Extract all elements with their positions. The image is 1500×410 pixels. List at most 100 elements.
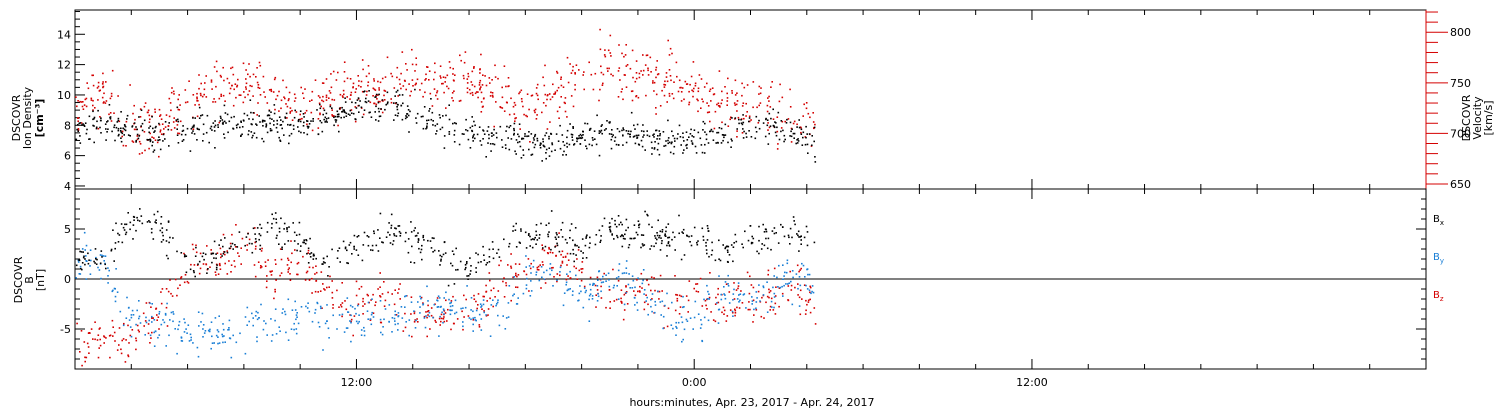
by-series-point <box>108 269 110 272</box>
density-series-point <box>559 147 562 150</box>
by-series-point <box>472 317 474 319</box>
bz-series-point <box>105 337 107 339</box>
by-series-point <box>437 306 440 308</box>
bz-series-point <box>748 292 751 295</box>
bx-series-point <box>79 250 81 253</box>
density-series-point <box>336 110 339 113</box>
density-series-point <box>415 117 417 119</box>
density-series-point <box>608 133 611 135</box>
bz-series-point <box>165 288 168 290</box>
velocity-series-point <box>211 88 213 90</box>
density-series-point <box>247 133 250 136</box>
bx-series-point <box>742 246 744 249</box>
density-series-point <box>255 136 258 139</box>
density-series-point <box>117 119 120 122</box>
density-series-point <box>627 130 630 132</box>
density-series-point <box>600 129 603 132</box>
bx-series-point <box>133 219 135 221</box>
velocity-series-point <box>231 66 234 69</box>
by-series-point <box>718 275 720 277</box>
bx-series-point <box>152 238 155 240</box>
bx-series-point <box>286 227 288 229</box>
bx-series-point <box>616 236 619 239</box>
velocity-series-point <box>776 130 779 133</box>
bx-series-point <box>644 210 646 213</box>
by-series-point <box>782 278 784 280</box>
velocity-series-point <box>650 71 652 73</box>
density-series-point <box>520 157 523 159</box>
by-series-point <box>738 301 740 303</box>
density-series-point <box>122 127 124 130</box>
by-series-point <box>274 308 277 310</box>
by-series-point <box>128 306 130 309</box>
velocity-series-point <box>602 82 604 85</box>
by-series-point <box>783 284 785 287</box>
bz-series-point <box>753 314 755 316</box>
velocity-series-point <box>108 113 110 116</box>
bz-series-point <box>226 273 229 275</box>
right-y-tick-label: 800 <box>1450 26 1471 39</box>
by-series-point <box>89 273 92 275</box>
density-series-point <box>343 116 345 119</box>
density-series-point <box>572 127 574 129</box>
bx-series-point <box>642 234 645 236</box>
bz-series-point <box>714 320 717 323</box>
bx-series-point <box>258 233 261 235</box>
velocity-series-point <box>551 96 554 98</box>
bz-series-point <box>581 271 583 274</box>
density-series-point <box>652 134 654 136</box>
velocity-series-point <box>629 67 632 70</box>
density-series-point <box>724 123 727 126</box>
by-series-point <box>556 279 558 281</box>
bx-series-point <box>477 261 480 264</box>
bz-series-point <box>336 289 338 292</box>
velocity-series-point <box>275 98 277 101</box>
bz-series-point <box>589 276 592 279</box>
density-series-point <box>642 136 644 138</box>
bz-series-point <box>580 279 583 282</box>
velocity-series-point <box>640 70 642 72</box>
density-series-point <box>319 107 322 110</box>
bx-series-point <box>222 245 224 248</box>
velocity-series-point <box>497 77 499 80</box>
by-series-point <box>295 328 298 330</box>
bz-series-point <box>151 317 153 319</box>
bz-series-point <box>798 270 800 273</box>
by-series-point <box>405 321 407 323</box>
bx-series-point <box>615 225 618 228</box>
density-series-point <box>236 126 238 129</box>
density-series-point <box>324 116 327 119</box>
velocity-series-point <box>669 75 672 77</box>
density-series-point <box>545 132 548 134</box>
density-series-point <box>191 126 194 129</box>
bz-series-point <box>374 304 376 307</box>
density-series-point <box>657 135 659 137</box>
velocity-series-point <box>220 76 222 78</box>
density-series-point <box>192 117 194 119</box>
by-series-point <box>792 276 794 279</box>
bx-series-point <box>395 227 397 230</box>
bz-series-point <box>254 248 257 250</box>
bz-series-point <box>594 284 597 287</box>
bx-series-point <box>83 255 85 258</box>
density-series-point <box>349 109 352 112</box>
density-series-point <box>654 141 656 143</box>
by-series-point <box>589 283 591 286</box>
velocity-series-point <box>256 114 258 116</box>
density-series-point <box>370 116 373 118</box>
velocity-series-point <box>245 88 247 90</box>
velocity-series-point <box>173 93 175 95</box>
velocity-series-point <box>665 72 668 74</box>
bx-series-point <box>682 228 685 231</box>
density-series-point <box>808 133 811 135</box>
density-series-point <box>716 141 719 144</box>
density-series-point <box>217 126 219 128</box>
bz-series-point <box>287 268 290 271</box>
velocity-series-point <box>378 89 380 91</box>
bx-series-point <box>168 241 170 244</box>
density-series-point <box>181 130 184 132</box>
density-series-point <box>545 152 547 154</box>
bx-series-point <box>621 223 623 226</box>
bx-series-point <box>705 245 707 247</box>
bx-series-point <box>132 224 135 226</box>
